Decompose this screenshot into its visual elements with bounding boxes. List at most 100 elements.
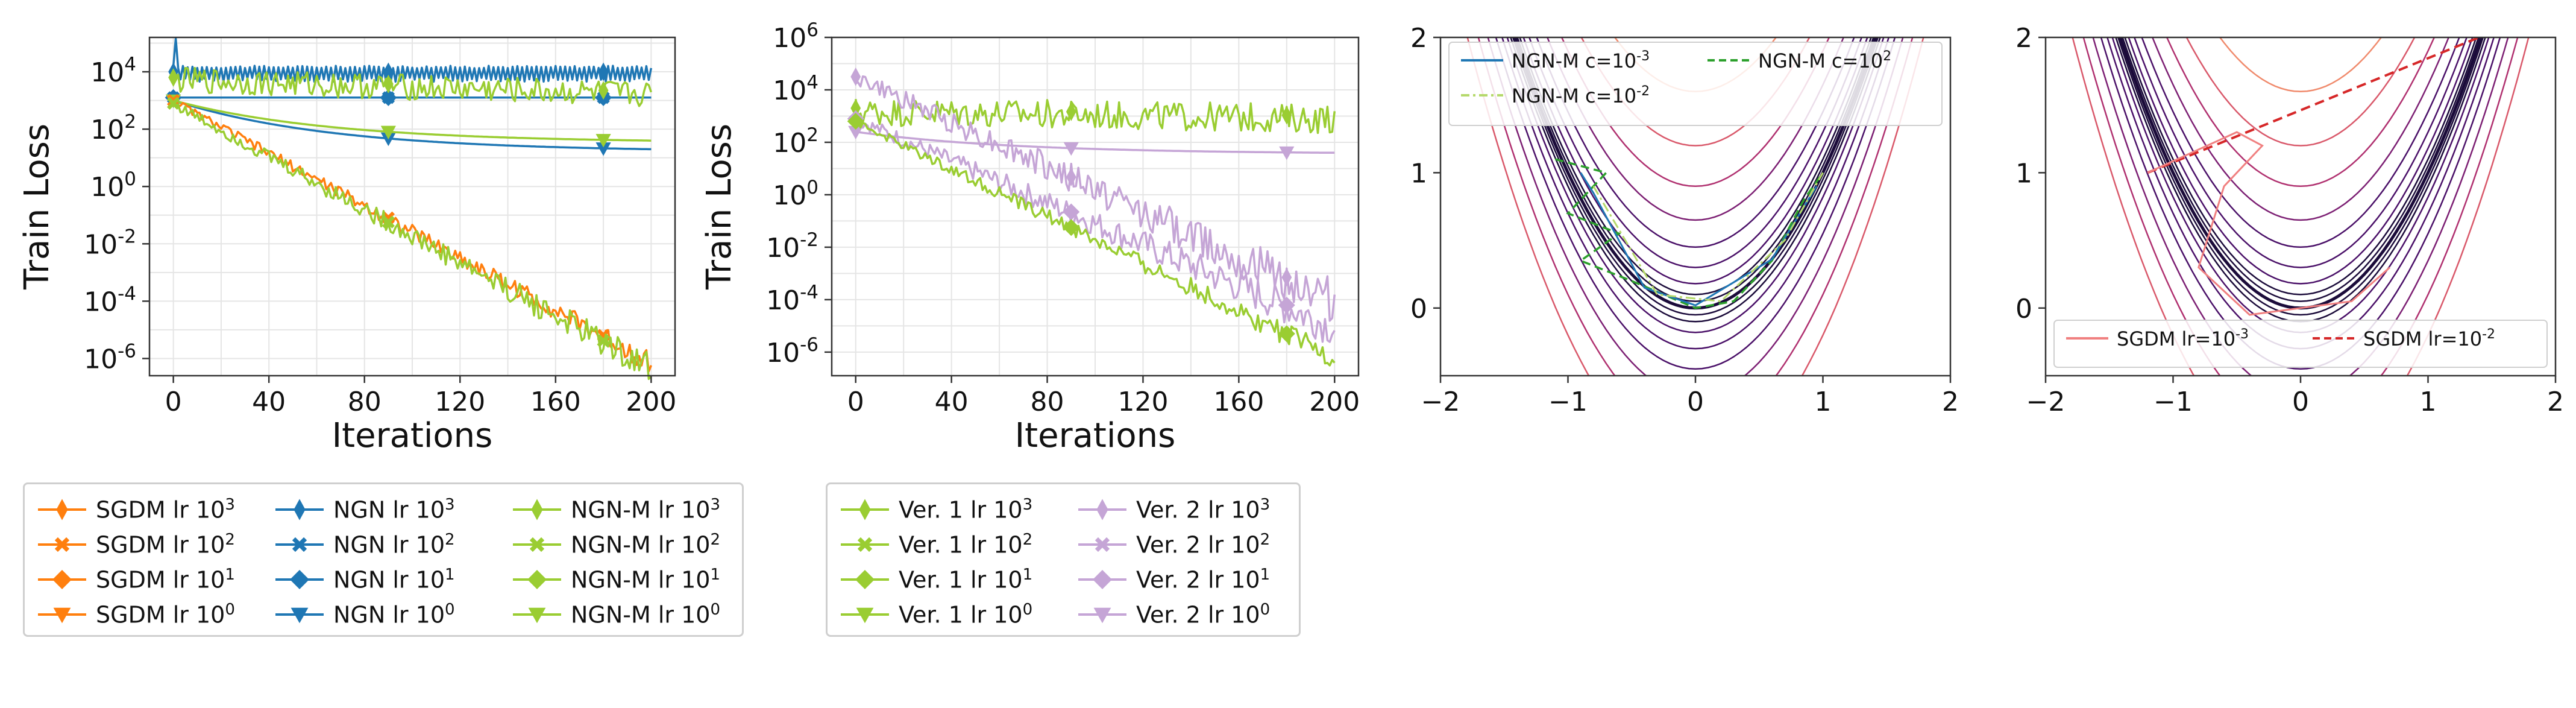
series-marker [598,62,609,81]
legend-entry: Ver. 1 lr 100 [841,598,1032,631]
y-tick-label: 2 [2015,23,2032,54]
legend-label: NGN-M lr 102 [571,531,721,558]
contour-line [1560,37,1830,188]
contour-lines [2046,0,2556,376]
legend-marker [275,499,324,520]
series-marker [167,93,180,107]
legend-glyph [56,499,68,520]
x-tick-label: 80 [348,387,382,417]
legend-marker [38,499,86,520]
contour-line [1580,37,1811,147]
contour-line [2124,37,2477,296]
series-marker [597,334,610,347]
x-tick-label: 0 [165,387,182,417]
contour-line [2117,37,2484,316]
y-tick-label: 104 [90,54,136,88]
series-marker [382,215,395,229]
legend-marker [275,570,324,589]
legend-glyph [52,570,72,589]
axes-frame [148,36,676,377]
x-tick-label: 120 [1117,387,1168,417]
legend-marker [275,537,324,552]
y-tick-label: 102 [773,124,818,159]
legend-label: Ver. 1 lr 102 [899,531,1033,558]
contour-line [2151,37,2450,221]
y-tick-label: 1 [2015,158,2032,189]
legend-label: NGN-M lr 103 [571,496,721,523]
x-tick-label: 40 [935,387,969,417]
legend-label: SGDM lr 102 [96,531,235,558]
y-tick-label: 2 [1410,23,1427,54]
plot-legend-label: NGN-M c=102 [1758,49,1891,73]
series-marker [1063,142,1079,156]
series-line [173,99,652,151]
y-axis-label-group: Train Loss [17,124,57,290]
legend-versions: Ver. 1 lr 103 Ver. 1 lr 102 Ver. 1 lr 101 V… [826,482,1301,637]
series-line [172,37,653,83]
plot-legend-box [1448,42,1943,126]
legend-label: Ver. 2 lr 103 [1136,496,1271,523]
contour-line [2122,37,2480,302]
y-tick-label: 10-2 [766,229,818,264]
series-marker [383,74,394,93]
legend-entry: NGN-M lr 102 [513,528,720,561]
x-tick-label: 0 [2292,387,2309,417]
series-line [855,118,1336,367]
legend-marker [513,570,561,589]
x-tick-label: 0 [847,387,864,417]
series-marker [1278,325,1295,343]
series-marker [1278,297,1295,314]
legend-label: SGDM lr 103 [96,496,235,523]
y-axis-label: Train Loss [700,124,739,290]
legend-entry: Ver. 1 lr 103 [841,493,1032,526]
series-line [172,103,652,381]
series-marker [595,134,611,148]
legend-entry: NGN lr 102 [275,528,455,561]
contour-line [2133,37,2468,268]
legend-marker [38,537,86,552]
y-axis-label-group: Train Loss [700,124,739,290]
x-tick-label: 2 [1942,387,1959,417]
x-tick-label: 200 [1309,387,1360,417]
legend-entry: Ver. 2 lr 101 [1078,563,1270,596]
contour-line [1495,37,1896,370]
legend-glyph [859,499,871,520]
legend-glyph [292,537,307,552]
legend-glyph [855,570,875,589]
series-marker [595,142,611,156]
contour-line [2166,37,2436,188]
series-line [173,99,652,142]
series-marker [1066,168,1076,186]
y-tick-label: 100 [773,177,818,211]
legend-marker [513,607,561,624]
legend-marker [841,537,889,552]
legend-glyph [528,607,546,624]
legend-label: Ver. 2 lr 102 [1136,531,1271,558]
series-marker [1063,203,1080,221]
legend-label: NGN lr 103 [333,496,455,523]
x-tick-label: 200 [626,387,676,417]
legend-entry: SGDM lr 101 [38,563,235,596]
legend-glyph [291,607,309,624]
legend-entry: SGDM lr 100 [38,598,235,631]
y-tick-label: 0 [1410,294,1427,324]
legend-label: NGN lr 101 [333,566,455,593]
legend-label: SGDM lr 101 [96,566,235,593]
x-tick-label: −1 [2153,387,2193,417]
series-marker [1281,268,1292,287]
panel-panel3: −2 −1 0 1 2 0 1 2 NGN-M c=10-3 NGN-M c=102 NGN-M c… [1410,23,1959,417]
contour-line [2092,37,2509,376]
legend-entry: Ver. 2 lr 103 [1078,493,1270,526]
x-axis-label: Iterations [1015,416,1176,455]
x-tick-label: −1 [1548,387,1588,417]
series-ver-2-lr-10-0 [848,125,1335,160]
plot-legend-label: NGN-M c=10-3 [1512,49,1650,73]
contour-line [2141,37,2460,248]
series-line [855,75,1336,322]
legend-glyph [857,537,873,552]
legend-entry: Ver. 1 lr 101 [841,563,1032,596]
y-tick-label: 0 [2015,294,2032,324]
contour-line [2046,0,2556,24]
x-tick-label: 40 [252,387,286,417]
